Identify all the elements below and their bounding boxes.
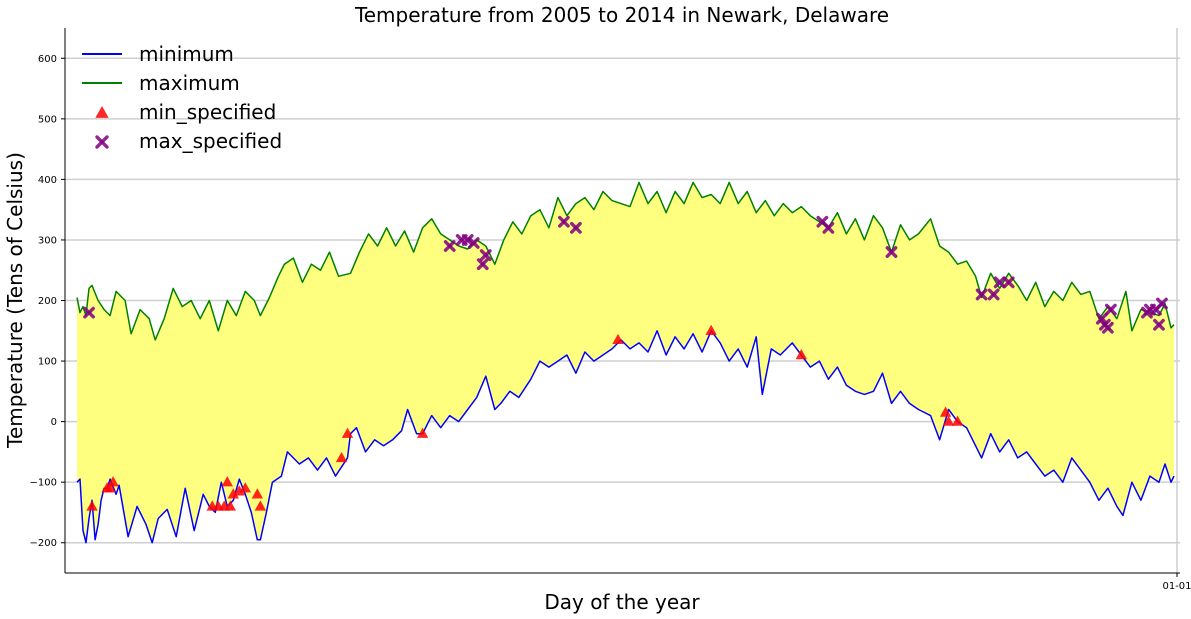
marker-min_specified: [795, 349, 808, 360]
x-stroke: [467, 237, 480, 249]
marker-min_specified: [251, 488, 264, 499]
y-axis-label: Temperature (Tens of Celsius): [3, 152, 27, 449]
series-lines: [76, 181, 1175, 544]
marker-max_specified: [1104, 303, 1117, 316]
x-stroke: [479, 249, 492, 261]
x-stroke: [1104, 303, 1117, 316]
marker-max_specified: [570, 221, 582, 234]
marker-max_specified: [1101, 321, 1114, 334]
y-tick-label: −200: [30, 538, 57, 549]
marker-max_specified: [461, 234, 474, 246]
marker-min_specified: [942, 415, 955, 426]
x-stroke: [987, 288, 1000, 301]
x-stroke: [975, 288, 988, 301]
legend-swatch-max_specified: [95, 135, 109, 149]
legend: minimum maximum min_specified max_specified: [82, 42, 282, 153]
marker-min_specified: [86, 500, 98, 511]
marker-min_specified: [221, 476, 233, 487]
y-tick-label: −100: [30, 478, 57, 489]
x-stroke: [993, 276, 1006, 289]
legend-label-min_specified: min_specified: [139, 100, 276, 124]
marker-min_specified: [254, 500, 267, 511]
marker-min_specified: [951, 415, 964, 426]
marker-max_specified: [479, 249, 492, 261]
x-stroke: [1095, 312, 1108, 325]
marker-min_specified: [233, 485, 246, 496]
x-stroke: [822, 221, 835, 234]
marker-min_specified: [104, 482, 116, 493]
marker-max_specified: [1095, 312, 1108, 325]
legend-swatch-min_specified: [95, 106, 109, 118]
chart-title: Temperature from 2005 to 2014 in Newark,…: [354, 3, 889, 27]
marker-max_specified: [822, 221, 835, 234]
x-axis-label: Day of the year: [544, 590, 700, 614]
scatter-markers: [83, 215, 1168, 511]
marker-max_specified: [467, 237, 480, 249]
x-stroke: [816, 215, 829, 228]
x-stroke: [1101, 321, 1114, 334]
x-stroke: [1156, 297, 1168, 310]
marker-max_specified: [1002, 276, 1015, 289]
axes: [61, 28, 1180, 577]
marker-min_specified: [705, 324, 717, 335]
x-stroke: [557, 215, 570, 228]
y-tick-label: 600: [38, 54, 57, 65]
marker-max_specified: [993, 276, 1006, 289]
marker-max_specified: [443, 240, 456, 252]
x-stroke: [461, 234, 474, 246]
marker-max_specified: [987, 288, 1000, 301]
marker-max_specified: [975, 288, 988, 301]
series-line-maximum: [76, 181, 1175, 341]
y-tick-label: 100: [38, 357, 57, 368]
legend-label-minimum: minimum: [139, 42, 234, 66]
marker-min_specified: [107, 476, 119, 487]
marker-max_specified: [476, 258, 489, 271]
marker-min_specified: [612, 333, 624, 345]
legend-label-maximum: maximum: [139, 71, 240, 95]
marker-max_specified: [1153, 318, 1165, 331]
x-stroke: [476, 258, 489, 271]
x-stroke: [1002, 276, 1015, 289]
y-tick-label: 200: [38, 296, 57, 307]
x-tick-label: 01-01: [1162, 581, 1191, 592]
marker-min_specified: [341, 427, 354, 438]
marker-min_specified: [939, 406, 952, 417]
marker-min_specified: [239, 482, 252, 493]
y-tick-label: 400: [38, 175, 57, 186]
y-tick-label: 500: [38, 114, 57, 125]
x-stroke: [885, 246, 898, 258]
marker-min_specified: [335, 451, 348, 463]
y-tick-label: 300: [38, 235, 57, 246]
x-stroke: [95, 135, 109, 149]
marker-max_specified: [557, 215, 570, 228]
marker-max_specified: [1156, 297, 1168, 310]
x-stroke: [443, 240, 456, 252]
x-stroke: [1153, 318, 1165, 331]
x-stroke: [570, 221, 582, 234]
x-stroke: [83, 306, 95, 319]
marker-max_specified: [885, 246, 898, 258]
y-tick-label: 0: [51, 417, 57, 428]
marker-min_specified: [227, 488, 240, 499]
marker-min_specified: [224, 500, 236, 511]
tick-labels: −200−100010020030040050060001-0101-3103-…: [30, 54, 1191, 592]
legend-label-max_specified: max_specified: [139, 129, 282, 153]
marker-max_specified: [83, 306, 95, 319]
series-line-minimum: [76, 330, 1175, 544]
marker-min_specified: [416, 427, 429, 438]
